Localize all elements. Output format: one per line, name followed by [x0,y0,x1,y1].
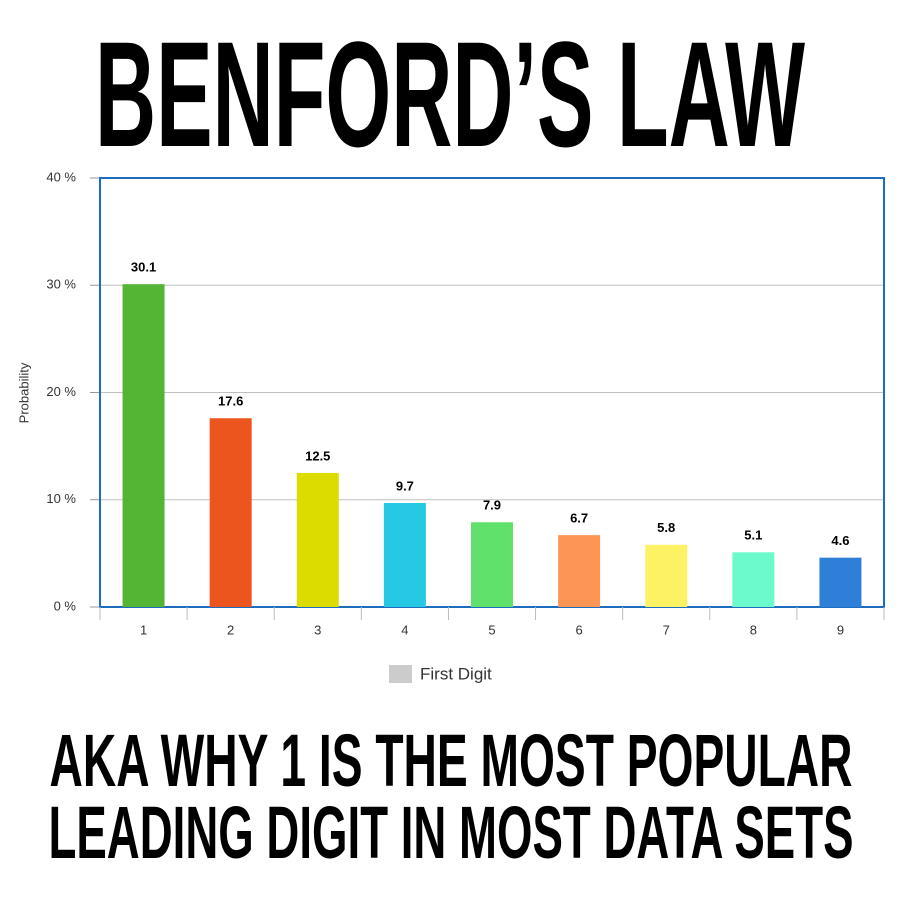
bar [122,284,165,607]
x-tick-label: 2 [227,622,234,637]
chart-title: BENFORD’S LAW [95,10,805,178]
x-tick-label: 7 [663,622,670,637]
bar [209,418,252,607]
legend-swatch [389,665,412,683]
x-tick-label: 8 [750,622,757,637]
y-tick-label: 30 % [46,277,76,292]
data-label: 7.9 [483,498,501,513]
data-label: 17.6 [218,394,243,409]
y-tick-label: 10 % [46,491,76,506]
data-label: 9.7 [396,478,414,493]
bar [383,502,426,607]
data-label: 4.6 [831,533,849,548]
x-tick-label: 3 [314,622,321,637]
data-label: 12.5 [305,448,330,463]
y-tick-label: 20 % [46,384,76,399]
y-axis-label: Probability [16,362,31,423]
bar [645,544,688,607]
data-label: 5.1 [744,528,762,543]
legend-label: First Digit [420,664,492,683]
data-label: 5.8 [657,520,675,535]
x-tick-label: 9 [837,622,844,637]
data-label: 6.7 [570,511,588,526]
bar [471,522,513,607]
bar [296,472,339,607]
bar [819,557,862,607]
bar [732,552,775,607]
x-tick-label: 5 [488,622,495,637]
x-tick-label: 1 [140,622,147,637]
x-tick-label: 6 [575,622,582,637]
x-tick-label: 4 [401,622,408,637]
caption-line: AKA WHY 1 IS THE MOST POPULAR [50,719,853,802]
data-label: 30.1 [131,260,156,275]
bar [558,535,601,607]
y-tick-label: 40 % [46,169,76,184]
caption-line: LEADING DIGIT IN MOST DATA SETS [49,791,854,874]
y-tick-label: 0 % [54,598,77,613]
